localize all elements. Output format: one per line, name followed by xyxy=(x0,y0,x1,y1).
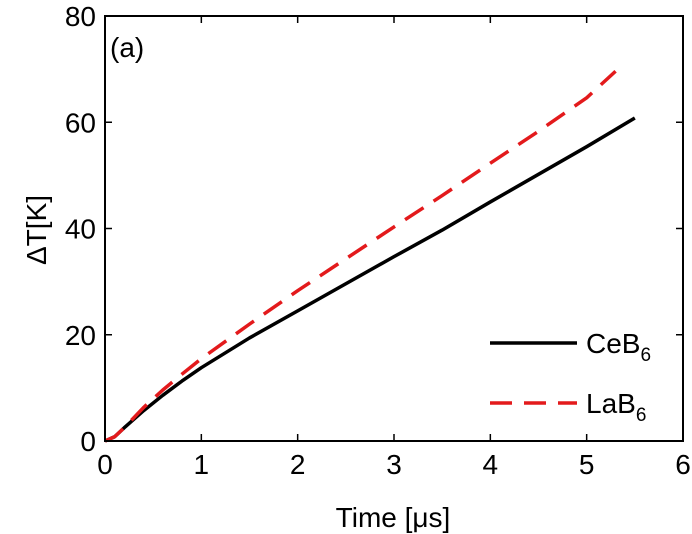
x-axis-label: Time [μs] xyxy=(336,502,451,533)
x-tick-label: 1 xyxy=(194,449,210,480)
series-layer xyxy=(104,69,636,443)
y-tick-label: 60 xyxy=(65,107,96,138)
y-tick-label: 80 xyxy=(65,1,96,32)
y-axis-label: ΔT[K] xyxy=(21,195,52,265)
x-tick-label: 2 xyxy=(290,449,306,480)
y-tick-label: 20 xyxy=(65,320,96,351)
legend: CeB6 LaB6 xyxy=(490,328,651,426)
x-tick-label: 0 xyxy=(97,449,113,480)
x-tick-label: 4 xyxy=(483,449,499,480)
x-tick-label: 5 xyxy=(579,449,595,480)
legend-label-labsix: LaB6 xyxy=(586,388,646,426)
plot-frame xyxy=(104,15,684,442)
x-tick-label: 6 xyxy=(675,449,691,480)
y-tick-label: 40 xyxy=(65,214,96,245)
y-tick-label: 0 xyxy=(80,426,96,457)
panel-label: (a) xyxy=(110,32,144,63)
x-tick-label: 3 xyxy=(386,449,402,480)
series-line-cebsix xyxy=(104,116,636,443)
series-line-labsix xyxy=(104,69,617,443)
legend-label-cebsix: CeB6 xyxy=(586,328,651,366)
